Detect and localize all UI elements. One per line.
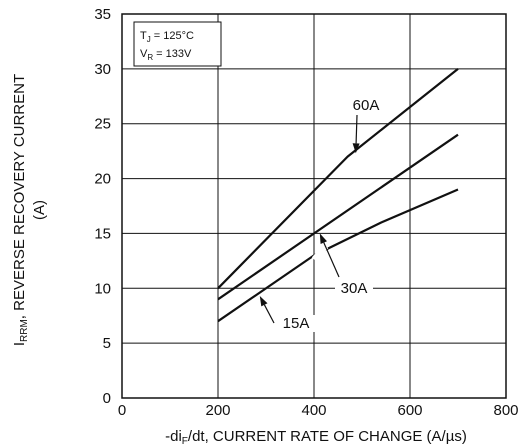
leader-line-15a [263, 304, 275, 324]
x-tick-label: 200 [205, 402, 230, 419]
series-lines [217, 68, 459, 323]
y-tick-label: 30 [94, 61, 111, 78]
y-tick-label: 25 [94, 116, 111, 133]
series-label-bg [277, 315, 315, 332]
x-axis-title: -diF/dt, CURRENT RATE OF CHANGE (A/µs) [165, 428, 467, 446]
series-label-bg [347, 97, 385, 114]
curve-gap-15a [311, 244, 329, 262]
y-tick-label: 35 [94, 6, 111, 23]
arrowhead-30a [319, 233, 327, 244]
leader-line-30a [323, 242, 340, 278]
grid [122, 14, 506, 398]
conditions-box: TJ = 125°C VR = 133V [133, 21, 222, 67]
x-tick-label: 400 [301, 402, 326, 419]
x-tick-label: 600 [397, 402, 422, 419]
y-tick-label: 20 [94, 171, 111, 188]
series-label-60a: 60A [353, 97, 380, 114]
leader-line-60a [355, 114, 358, 144]
series-label-bg [335, 280, 373, 297]
series-label-15a: 15A [283, 315, 310, 332]
y-tick-label: 5 [103, 335, 111, 352]
arrowhead-15a [259, 296, 268, 307]
y-axis-title-unit: (A) [31, 200, 48, 220]
condition-voltage: VR = 133V [140, 48, 192, 62]
series-line-15a [217, 188, 459, 323]
y-tick-label: 15 [94, 225, 111, 242]
y-tick-label: 0 [103, 390, 111, 407]
x-tick-label: 0 [118, 402, 126, 419]
plot-frame [121, 13, 507, 399]
y-axis-title: IRRM, REVERSE RECOVERY CURRENT [11, 74, 30, 346]
series-line-60a [217, 68, 459, 290]
series-label-30a: 30A [341, 280, 368, 297]
x-tick-label: 800 [493, 402, 518, 419]
series-annotations: 60A 30A 15A [259, 97, 385, 332]
arrowhead-60a [352, 143, 360, 154]
tick-labels: 0 200 400 600 800 0 5 10 15 20 25 30 35 [94, 6, 518, 419]
condition-temperature: TJ = 125°C [140, 30, 194, 44]
y-tick-label: 10 [94, 280, 111, 297]
series-line-30a [217, 133, 459, 301]
